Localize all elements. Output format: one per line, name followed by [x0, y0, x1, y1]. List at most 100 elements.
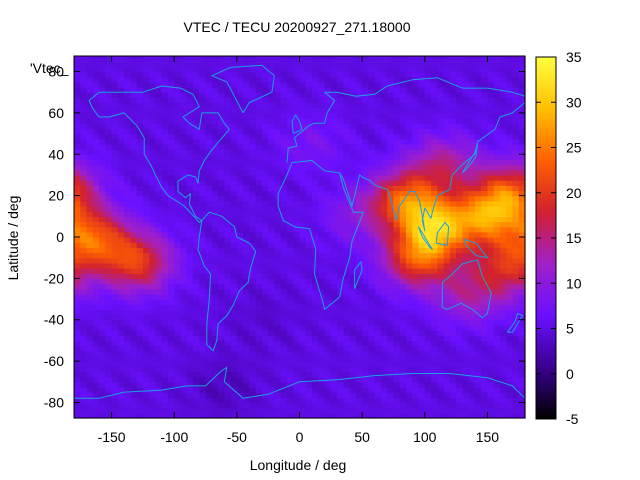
heatmap-cell — [205, 200, 213, 207]
heatmap-cell — [424, 252, 432, 259]
heatmap-cell — [218, 66, 225, 73]
heatmap-cell — [243, 376, 250, 383]
heatmap-cell — [324, 299, 332, 305]
heatmap-cell — [199, 371, 207, 378]
heatmap-cell — [431, 335, 438, 342]
heatmap-cell — [493, 128, 501, 135]
heatmap-cell — [99, 371, 106, 378]
heatmap-cell — [418, 216, 426, 223]
heatmap-cell — [155, 97, 163, 104]
heatmap-cell — [86, 185, 94, 192]
heatmap-cell — [512, 237, 520, 243]
heatmap-cell — [130, 299, 138, 305]
heatmap-cell — [286, 71, 294, 78]
heatmap-cell — [399, 180, 407, 186]
heatmap-cell — [506, 200, 514, 207]
heatmap-cell — [261, 345, 269, 352]
heatmap-cell — [468, 283, 476, 290]
heatmap-cell — [424, 319, 432, 326]
heatmap-cell — [224, 242, 232, 248]
heatmap-cell — [249, 319, 257, 326]
heatmap-cell — [330, 143, 338, 150]
heatmap-cell — [105, 112, 113, 119]
heatmap-cell — [343, 371, 351, 378]
heatmap-cell — [456, 174, 463, 181]
heatmap-cell — [99, 87, 106, 93]
heatmap-cell — [318, 71, 326, 78]
heatmap-cell — [136, 133, 144, 140]
heatmap-cell — [343, 314, 351, 321]
heatmap-cell — [236, 76, 244, 83]
heatmap-cell — [255, 324, 263, 331]
heatmap-cell — [249, 324, 257, 331]
heatmap-cell — [167, 200, 175, 207]
heatmap-cell — [180, 76, 188, 83]
heatmap-cell — [268, 97, 276, 104]
heatmap-cell — [362, 273, 369, 279]
heatmap-cell — [286, 154, 294, 161]
heatmap-cell — [512, 345, 520, 352]
heatmap-cell — [274, 288, 282, 295]
heatmap-cell — [393, 123, 401, 129]
heatmap-cell — [105, 169, 113, 176]
heatmap-cell — [512, 355, 520, 362]
heatmap-cell — [180, 71, 188, 78]
heatmap-cell — [474, 180, 482, 186]
heatmap-cell — [218, 123, 225, 129]
heatmap-cell — [299, 221, 307, 228]
heatmap-cell — [130, 293, 138, 300]
heatmap-cell — [224, 97, 232, 104]
heatmap-cell — [193, 273, 200, 279]
heatmap-cell — [142, 335, 150, 342]
heatmap-cell — [224, 205, 232, 212]
heatmap-cell — [243, 92, 250, 98]
heatmap-cell — [449, 102, 457, 109]
heatmap-cell — [343, 330, 351, 336]
heatmap-cell — [462, 350, 470, 357]
heatmap-cell — [286, 361, 294, 367]
heatmap-cell — [136, 355, 144, 362]
heatmap-cell — [186, 226, 194, 233]
heatmap-cell — [474, 345, 482, 352]
heatmap-cell — [349, 87, 357, 93]
heatmap-cell — [349, 345, 357, 352]
heatmap-cell — [174, 200, 182, 207]
heatmap-cell — [387, 355, 395, 362]
heatmap-cell — [368, 237, 376, 243]
heatmap-cell — [474, 205, 482, 212]
heatmap-cell — [337, 190, 344, 197]
heatmap-cell — [155, 154, 163, 161]
heatmap-cell — [443, 350, 451, 357]
heatmap-cell — [380, 262, 388, 269]
heatmap-cell — [387, 381, 395, 388]
heatmap-cell — [286, 330, 294, 336]
heatmap-cell — [74, 324, 81, 331]
heatmap-cell — [124, 366, 131, 373]
heatmap-cell — [199, 61, 207, 67]
heatmap-cell — [506, 242, 514, 248]
heatmap-cell — [368, 61, 376, 67]
heatmap-cell — [431, 412, 438, 419]
heatmap-cell — [167, 87, 175, 93]
heatmap-cell — [355, 169, 363, 176]
heatmap-cell — [418, 190, 426, 197]
heatmap-cell — [355, 143, 363, 150]
heatmap-cell — [449, 293, 457, 300]
heatmap-cell — [99, 397, 106, 404]
heatmap-cell — [499, 340, 507, 347]
heatmap-cell — [318, 190, 326, 197]
heatmap-cell — [499, 97, 507, 104]
heatmap-cell — [124, 350, 131, 357]
heatmap-cell — [268, 412, 276, 419]
heatmap-cell — [224, 87, 232, 93]
heatmap-cell — [456, 190, 463, 197]
heatmap-cell — [243, 61, 250, 67]
heatmap-cell — [280, 252, 288, 259]
heatmap-cell — [293, 216, 301, 223]
heatmap-cell — [74, 283, 81, 290]
heatmap-cell — [362, 242, 369, 248]
heatmap-cell — [343, 112, 351, 119]
heatmap-cell — [174, 283, 182, 290]
heatmap-cell — [493, 386, 501, 393]
heatmap-cell — [224, 112, 232, 119]
